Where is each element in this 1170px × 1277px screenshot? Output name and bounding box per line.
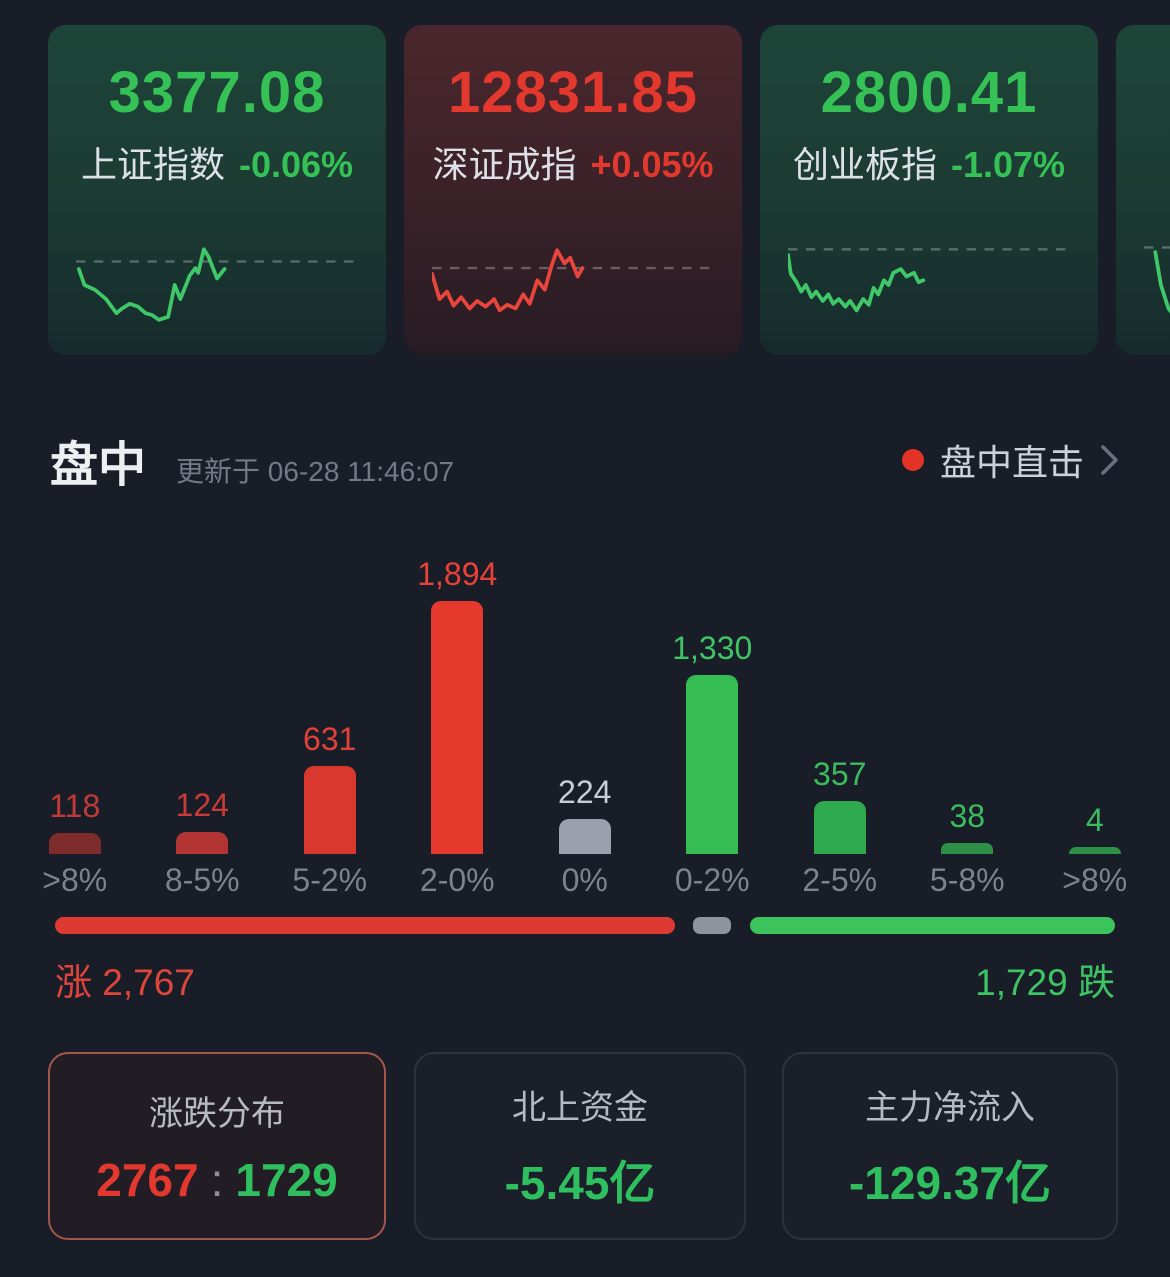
chart-column: 631 5-2%	[266, 552, 394, 899]
chart-column: 224 0%	[521, 552, 649, 899]
flat-ratio-bar	[693, 917, 731, 934]
tab-main-net-inflow-card[interactable]: 主力净流入 -129.37亿	[782, 1052, 1118, 1240]
chart-column: 1,330 0-2%	[649, 552, 777, 899]
bar-category-label: 8-5%	[164, 862, 240, 898]
advancers-value: 2767	[96, 1153, 199, 1206]
chart-column: 124 8-5%	[139, 552, 267, 899]
bar-value-label: 631	[303, 721, 357, 757]
index-change: -0.06%	[238, 144, 354, 185]
sparkline-chart-icon	[76, 247, 358, 322]
bar-category-label: 0-2%	[674, 862, 750, 898]
intraday-section-header: 盘中 更新于 06-28 11:46:07 盘中直击	[50, 425, 1120, 495]
card-title: 北上资金	[512, 1088, 648, 1127]
index-name: 深证成指	[432, 144, 577, 185]
main-net-inflow-value: -129.37亿	[848, 1156, 1051, 1209]
index-card-chinext[interactable]: 2800.41 创业板指 -1.07%	[760, 25, 1098, 355]
live-dot-icon	[901, 449, 924, 471]
bar-value-label: 118	[49, 788, 101, 824]
live-link-label: 盘中直击	[939, 442, 1084, 483]
bar-value-label: 357	[813, 756, 867, 792]
bar-category-label: >8%	[1062, 862, 1128, 898]
bar-value-label: 1,894	[417, 556, 498, 592]
change-distribution-chart: 118 >8% 124 8-5% 631 5-2% 1,894 2-0% 224 0% 1,330 0…	[11, 552, 1159, 899]
bar-category-label: 2-0%	[419, 862, 495, 898]
live-market-link[interactable]: 盘中直击	[901, 434, 1120, 486]
index-card-shenzhen[interactable]: 12831.85 深证成指 +0.05%	[404, 25, 742, 355]
chart-column: 1,894 2-0%	[394, 552, 522, 899]
sparkline-chart-icon	[1144, 246, 1170, 314]
bar-category-label: 2-5%	[802, 862, 878, 898]
bar-value-label: 224	[558, 774, 612, 810]
tab-distribution-card[interactable]: 涨跌分布 2767 : 1729	[48, 1052, 386, 1240]
index-card-partial[interactable]	[1116, 25, 1170, 355]
update-timestamp: 更新于 06-28 11:46:07	[176, 456, 455, 487]
bar-category-label: 5-8%	[929, 862, 1005, 898]
bar-value-label: 1,330	[672, 630, 753, 666]
bar-value-label: 38	[949, 798, 986, 834]
chevron-right-icon	[1101, 445, 1118, 475]
index-value: 3377.08	[108, 60, 326, 125]
chart-column: 357 2-5%	[776, 552, 904, 899]
index-change: +0.05%	[590, 144, 714, 185]
bar-category-label: >8%	[42, 862, 108, 898]
index-change: -1.07%	[950, 144, 1066, 185]
chart-column: 4 >8%	[1031, 552, 1159, 899]
decliners-count: 1,729 跌	[975, 962, 1115, 1003]
bar-value-label: 124	[175, 787, 229, 823]
index-card-shanghai[interactable]: 3377.08 上证指数 -0.06%	[48, 25, 386, 355]
decline-ratio-bar	[750, 917, 1115, 934]
northbound-funds-value: -5.45亿	[504, 1156, 656, 1209]
advancers-count: 涨 2,767	[55, 962, 195, 1003]
bar	[941, 843, 994, 854]
bar-category-label: 5-2%	[292, 862, 368, 898]
index-value: 2800.41	[820, 60, 1038, 125]
bar	[686, 675, 739, 854]
bar	[431, 601, 484, 854]
index-value: 12831.85	[448, 60, 698, 125]
card-title: 涨跌分布	[149, 1094, 285, 1133]
ratio-separator: :	[210, 1153, 224, 1206]
bar	[48, 833, 101, 854]
advance-ratio-bar	[55, 917, 675, 934]
bar-value-label: 4	[1085, 802, 1104, 838]
card-title: 主力净流入	[865, 1088, 1035, 1127]
bar	[558, 819, 611, 854]
bar	[1068, 847, 1121, 854]
bar	[176, 832, 229, 854]
chart-column: 118 >8%	[11, 552, 139, 899]
index-name: 上证指数	[80, 144, 225, 185]
decliners-value: 1729	[235, 1153, 338, 1206]
sparkline-chart-icon	[788, 248, 1070, 313]
bar-category-label: 0%	[561, 862, 608, 898]
sparkline-chart-icon	[432, 248, 714, 313]
bar	[303, 766, 356, 854]
index-name: 创业板指	[792, 144, 937, 185]
tab-northbound-funds-card[interactable]: 北上资金 -5.45亿	[414, 1052, 746, 1240]
chart-column: 38 5-8%	[904, 552, 1032, 899]
section-title: 盘中	[50, 439, 147, 492]
bar	[813, 801, 866, 854]
